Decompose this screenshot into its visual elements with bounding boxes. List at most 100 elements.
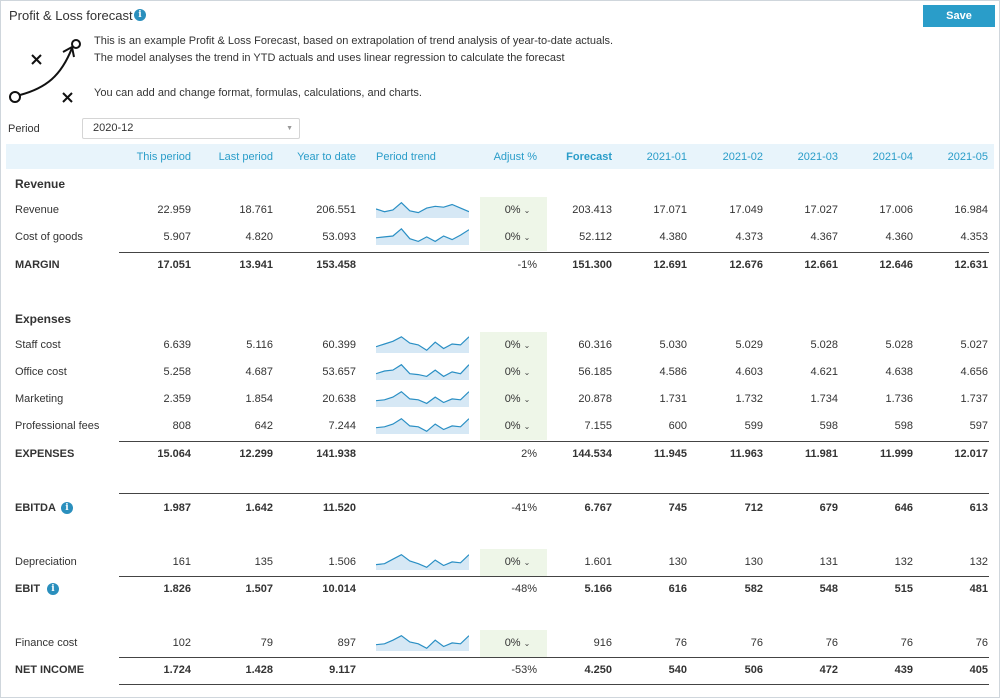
- adjust-percent-value: 0%: [504, 204, 521, 216]
- column-header-last-period: Last period: [218, 151, 273, 163]
- cell-cost-of-goods-year-to-date: 53.093: [322, 231, 356, 243]
- adjust-percent-select[interactable]: 0% ⌄: [480, 204, 547, 216]
- cell-margin-this-period: 17.051: [157, 259, 191, 271]
- row-label-cost-of-goods: Cost of goods: [15, 231, 83, 243]
- cell-depreciation-year-to-date: 1.506: [328, 556, 356, 568]
- row-label-professional-fees: Professional fees: [15, 420, 100, 432]
- cell-revenue-2021-03: 17.027: [804, 204, 838, 216]
- info-icon[interactable]: i: [134, 9, 146, 21]
- adjust-percent-select[interactable]: 0% ⌄: [480, 393, 547, 405]
- cell-net-income-2021-03: 472: [819, 664, 838, 676]
- chevron-down-icon: ⌄: [523, 558, 531, 567]
- row-separator: [119, 576, 989, 577]
- period-select[interactable]: 2020-12 ▼: [82, 118, 300, 139]
- cell-marketing-forecast: 20.878: [578, 393, 612, 405]
- save-button[interactable]: Save: [923, 5, 995, 27]
- cell-depreciation-forecast: 1.601: [584, 556, 612, 568]
- cell-finance-cost-last-period: 79: [260, 637, 273, 649]
- sparkline-area: [376, 336, 469, 353]
- cell-office-cost-2021-02: 4.603: [735, 366, 763, 378]
- info-icon[interactable]: i: [61, 502, 73, 514]
- cell-marketing-2021-02: 1.732: [735, 393, 763, 405]
- adjust-percent-value: 0%: [504, 420, 521, 432]
- cell-expenses-forecast: 144.534: [572, 448, 612, 460]
- row-separator: [119, 657, 989, 658]
- adjust-cell-background: [480, 359, 547, 386]
- cell-revenue-last-period: 18.761: [239, 204, 273, 216]
- cell-margin-2021-03: 12.661: [804, 259, 838, 271]
- row-separator: [119, 252, 989, 253]
- cell-staff-cost-2021-03: 5.028: [810, 339, 838, 351]
- cell-ebitda-year-to-date: 11.520: [322, 502, 356, 514]
- page-title: Profit & Loss forecast: [9, 8, 133, 23]
- cell-depreciation-2021-03: 131: [819, 556, 838, 568]
- adjust-percent-select[interactable]: 0% ⌄: [480, 637, 547, 649]
- cell-depreciation-this-period: 161: [172, 556, 191, 568]
- sparkline-line: [376, 201, 469, 214]
- cell-expenses-2021-04: 11.999: [879, 448, 913, 460]
- cell-professional-fees-2021-04: 598: [894, 420, 913, 432]
- cell-finance-cost-2021-05: 76: [975, 637, 988, 649]
- adjust-percent-select[interactable]: 0% ⌄: [480, 339, 547, 351]
- adjust-percent-select[interactable]: 0% ⌄: [480, 366, 547, 378]
- cell-ebit-this-period: 1.826: [163, 583, 191, 595]
- cell-expenses-adjust-: 2%: [521, 448, 537, 460]
- column-header-period-trend: Period trend: [376, 151, 436, 163]
- cell-net-income-last-period: 1.428: [245, 664, 273, 676]
- period-trend-sparkline: [376, 201, 469, 218]
- section-expenses: Expenses: [15, 312, 72, 326]
- row-label-staff-cost: Staff cost: [15, 339, 61, 351]
- row-label-net-income: NET INCOME: [15, 664, 85, 676]
- adjust-percent-select[interactable]: 0% ⌄: [480, 231, 547, 243]
- info-icon[interactable]: i: [47, 583, 59, 595]
- cell-ebitda-this-period: 1.987: [163, 502, 191, 514]
- cell-marketing-this-period: 2.359: [163, 393, 191, 405]
- cell-finance-cost-2021-03: 76: [825, 637, 838, 649]
- cell-ebitda-forecast: 6.767: [584, 502, 612, 514]
- adjust-percent-value: 0%: [504, 231, 521, 243]
- period-value: 2020-12: [93, 122, 134, 134]
- cell-finance-cost-forecast: 916: [593, 637, 612, 649]
- cell-professional-fees-2021-03: 598: [819, 420, 838, 432]
- cell-staff-cost-this-period: 6.639: [163, 339, 191, 351]
- chevron-down-icon: ⌄: [523, 422, 531, 431]
- cell-finance-cost-2021-04: 76: [900, 637, 913, 649]
- cell-professional-fees-2021-05: 597: [969, 420, 988, 432]
- cell-expenses-this-period: 15.064: [157, 448, 191, 460]
- description-line-2: The model analyses the trend in YTD actu…: [94, 52, 565, 64]
- cell-revenue-year-to-date: 206.551: [316, 204, 356, 216]
- cell-expenses-year-to-date: 141.938: [316, 448, 356, 460]
- adjust-percent-select[interactable]: 0% ⌄: [480, 420, 547, 432]
- cell-margin-last-period: 13.941: [239, 259, 273, 271]
- cell-ebit-year-to-date: 10.014: [322, 583, 356, 595]
- row-label-depreciation: Depreciation: [15, 556, 77, 568]
- cell-office-cost-this-period: 5.258: [163, 366, 191, 378]
- cell-net-income-year-to-date: 9.117: [329, 664, 356, 676]
- cell-office-cost-last-period: 4.687: [245, 366, 273, 378]
- cell-depreciation-last-period: 135: [254, 556, 273, 568]
- cell-ebit-adjust-: -48%: [511, 583, 537, 595]
- cell-revenue-forecast: 203.413: [572, 204, 612, 216]
- cell-expenses-last-period: 12.299: [239, 448, 273, 460]
- column-header-this-period: This period: [136, 151, 191, 163]
- adjust-percent-select[interactable]: 0% ⌄: [480, 556, 547, 568]
- row-label-ebit: EBIT: [15, 583, 41, 595]
- cell-expenses-2021-01: 11.945: [653, 448, 687, 460]
- column-header-2021-05: 2021-05: [947, 151, 988, 163]
- cell-revenue-2021-05: 16.984: [954, 204, 988, 216]
- sparkline-area: [376, 554, 469, 570]
- adjust-cell-background: [480, 413, 547, 440]
- chevron-down-icon: ⌄: [523, 341, 531, 350]
- cell-revenue-2021-04: 17.006: [879, 204, 913, 216]
- cell-margin-2021-05: 12.631: [954, 259, 988, 271]
- adjust-cell-background: [480, 386, 547, 413]
- cell-finance-cost-this-period: 102: [172, 637, 191, 649]
- cell-ebitda-2021-04: 646: [894, 502, 913, 514]
- cell-office-cost-year-to-date: 53.657: [322, 366, 356, 378]
- cell-depreciation-2021-05: 132: [969, 556, 988, 568]
- chevron-down-icon: ⌄: [523, 206, 531, 215]
- row-separator: [119, 493, 989, 494]
- cell-office-cost-2021-01: 4.586: [659, 366, 687, 378]
- adjust-cell-background: [480, 197, 547, 224]
- period-trend-sparkline: [376, 417, 469, 434]
